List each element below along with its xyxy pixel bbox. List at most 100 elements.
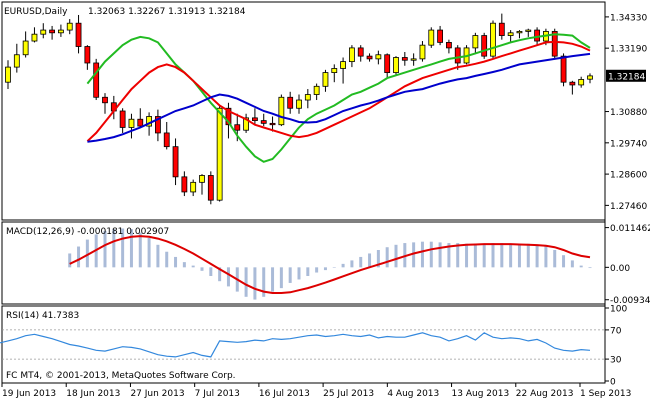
date-tick-label: 22 Aug 2013 — [516, 389, 574, 399]
bull-candle — [340, 61, 346, 69]
macd-histogram-bar — [271, 267, 275, 292]
rsi-line — [0, 332, 591, 358]
current-price-box — [606, 69, 646, 82]
bear-candle — [498, 22, 505, 36]
macd-histogram-bar — [385, 247, 389, 268]
bull-candle — [31, 33, 38, 42]
bull-candle — [304, 94, 311, 101]
date-tick-label: 13 Aug 2013 — [452, 389, 510, 399]
bull-candle — [216, 107, 223, 201]
ohlc-readout: 1.32063 1.32267 1.31913 1.32184 — [88, 7, 246, 17]
macd-histogram-bar — [500, 243, 504, 268]
bull-candle — [410, 58, 417, 61]
bear-candle — [172, 146, 179, 178]
macd-histogram-bar — [182, 262, 186, 268]
rsi-tick-label: 30 — [610, 356, 622, 366]
macd-histogram-bar — [244, 267, 248, 297]
price-tick-label: 1.27460 — [610, 202, 647, 212]
macd-histogram-bar — [473, 244, 477, 268]
rsi-label: RSI(14) 41.7383 — [6, 311, 79, 321]
symbol-label: EURUSD,Daily — [4, 7, 68, 17]
date-tick-label: 1 Sep 2013 — [580, 389, 631, 399]
bear-candle — [207, 175, 214, 201]
price-tick-label: 1.28600 — [610, 171, 647, 181]
bear-candle — [119, 110, 126, 128]
bear-candle — [269, 122, 276, 126]
macd-histogram-bar — [526, 243, 530, 268]
macd-histogram-bar — [121, 228, 125, 268]
macd-histogram-bar — [553, 250, 557, 268]
bull-candle — [516, 31, 523, 34]
macd-histogram-bar — [191, 265, 195, 268]
macd-label: MACD(12,26,9) -0.000181 0.002907 — [6, 227, 169, 237]
bull-candle — [375, 54, 382, 60]
bear-candle — [287, 96, 294, 109]
macd-tick-label: 0.011462 — [610, 224, 650, 234]
macd-histogram-bar — [226, 267, 230, 287]
macd-histogram-bar — [420, 241, 424, 268]
bear-candle — [446, 42, 452, 49]
macd-tick-label: -0.009348 — [610, 296, 650, 306]
macd-histogram-bar — [68, 253, 72, 268]
bull-candle — [40, 29, 47, 35]
bear-candle — [437, 29, 443, 43]
bear-candle — [366, 55, 373, 60]
macd-histogram-bar — [77, 246, 81, 268]
macd-histogram-bar — [218, 267, 222, 282]
macd-histogram-bar — [579, 265, 583, 268]
macd-histogram-bar — [535, 244, 539, 268]
bull-candle — [472, 35, 479, 49]
bear-candle — [454, 47, 461, 64]
ma-mid-line — [86, 40, 591, 142]
bull-candle — [22, 40, 29, 56]
current-price-label: 1.32184 — [608, 72, 645, 82]
price-tick-label: 1.29740 — [610, 139, 647, 149]
axes: 1.34330 1.33190 1.32184 1.30880 1.29740 1.286… — [1, 13, 650, 399]
bear-candle — [102, 96, 108, 104]
rsi-tick-label: 100 — [610, 305, 627, 315]
bear-candle — [155, 116, 161, 134]
bear-candle — [181, 176, 188, 193]
bull-candle — [13, 54, 20, 68]
macd-histogram-bar — [288, 267, 292, 283]
bear-candle — [84, 46, 91, 64]
bull-candle — [578, 79, 585, 86]
bull-candle — [507, 32, 514, 36]
macd-signal-line — [69, 235, 591, 294]
ma-fast-line — [86, 33, 591, 163]
bear-candle — [357, 47, 364, 57]
bear-candle — [481, 35, 488, 57]
macd-histogram-bar — [376, 250, 380, 268]
date-tick-label: 16 Jul 2013 — [259, 389, 310, 399]
macd-plot — [68, 228, 592, 300]
macd-histogram-bar — [544, 245, 548, 268]
bull-candle — [331, 68, 338, 73]
rsi-tick-label: 0 — [610, 378, 616, 388]
bear-candle — [551, 31, 558, 57]
macd-histogram-bar — [315, 267, 319, 273]
macd-histogram-bar — [562, 255, 566, 268]
macd-histogram-bar — [174, 256, 178, 268]
macd-histogram-bar — [103, 230, 107, 268]
macd-histogram-bar — [447, 243, 451, 268]
macd-histogram-bar — [491, 243, 495, 268]
bear-candle — [260, 120, 267, 124]
bull-candle — [278, 96, 285, 126]
price-panel-frame — [1, 1, 606, 221]
macd-histogram-bar — [129, 229, 133, 268]
price-tick-label: 1.30880 — [610, 108, 647, 118]
date-tick-label: 7 Jul 2013 — [195, 389, 240, 399]
macd-histogram-bar — [297, 267, 301, 280]
date-tick-label: 19 Jun 2013 — [2, 389, 56, 399]
macd-histogram-bar — [165, 251, 169, 268]
macd-histogram-bar — [262, 267, 266, 297]
macd-histogram-bar — [279, 267, 283, 289]
bull-candle — [313, 85, 320, 95]
bull-candle — [322, 72, 329, 87]
bear-candle — [384, 54, 391, 73]
macd-histogram-bar — [138, 232, 142, 268]
bear-candle — [569, 81, 576, 86]
date-tick-label: 27 Jun 2013 — [130, 389, 184, 399]
macd-histogram-bar — [588, 267, 592, 269]
bull-candle — [393, 57, 399, 73]
